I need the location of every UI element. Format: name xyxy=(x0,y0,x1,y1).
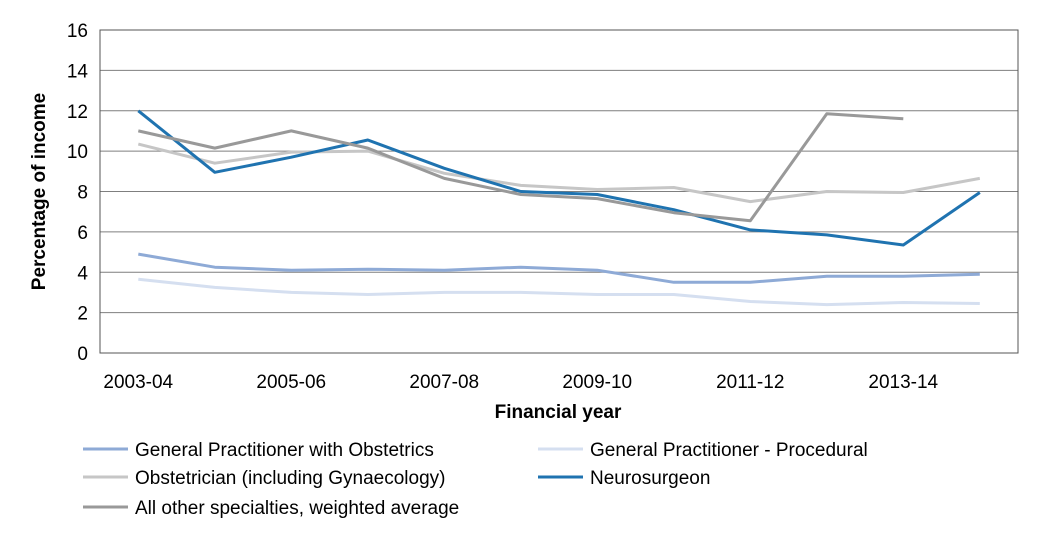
y-tick-label: 2 xyxy=(77,304,88,325)
series-line-3 xyxy=(137,109,981,247)
y-tick-label: 8 xyxy=(77,183,88,204)
legend-label: All other specialties, weighted average xyxy=(135,498,459,519)
x-tick-label: 2011-12 xyxy=(716,372,784,393)
series-line-0 xyxy=(138,252,980,284)
x-tick-label: 2009-10 xyxy=(562,372,632,393)
y-tick-label: 16 xyxy=(67,21,88,42)
y-tick-label: 14 xyxy=(67,61,89,82)
legend-label: Neurosurgeon xyxy=(590,468,710,489)
legend-item: General Practitioner with Obstetrics xyxy=(83,440,434,461)
series-line-4 xyxy=(137,112,904,223)
y-axis-ticks: 0 2 4 6 8 10 12 14 16 xyxy=(67,21,89,365)
x-axis-title: Financial year xyxy=(495,402,622,423)
x-tick-label: 2013-14 xyxy=(868,372,938,393)
legend: General Practitioner with Obstetrics Gene… xyxy=(83,440,868,519)
series-line-2 xyxy=(137,142,981,204)
plot-area-border xyxy=(99,29,1019,354)
x-tick-label: 2007-08 xyxy=(409,372,479,393)
y-tick-label: 6 xyxy=(77,223,88,244)
legend-label: Obstetrician (including Gynaecology) xyxy=(135,468,446,489)
y-tick-label: 0 xyxy=(77,344,88,365)
series-line-1 xyxy=(138,277,980,307)
x-tick-label: 2005-06 xyxy=(256,372,326,393)
y-tick-label: 12 xyxy=(67,102,88,123)
legend-label: General Practitioner - Procedural xyxy=(590,440,868,461)
series-lines xyxy=(137,109,981,307)
legend-item: General Practitioner - Procedural xyxy=(538,440,868,461)
legend-label: General Practitioner with Obstetrics xyxy=(135,440,434,461)
x-tick-label: 2003-04 xyxy=(103,372,173,393)
y-tick-label: 4 xyxy=(77,263,88,284)
legend-item: Obstetrician (including Gynaecology) xyxy=(83,468,446,489)
y-tick-label: 10 xyxy=(67,142,88,163)
legend-item: All other specialties, weighted average xyxy=(83,498,459,519)
x-axis-ticks: 2003-04 2005-06 2007-08 2009-10 2011-12 2013-… xyxy=(103,372,938,393)
y-axis-title: Percentage of income xyxy=(29,93,50,290)
legend-item: Neurosurgeon xyxy=(538,468,710,489)
